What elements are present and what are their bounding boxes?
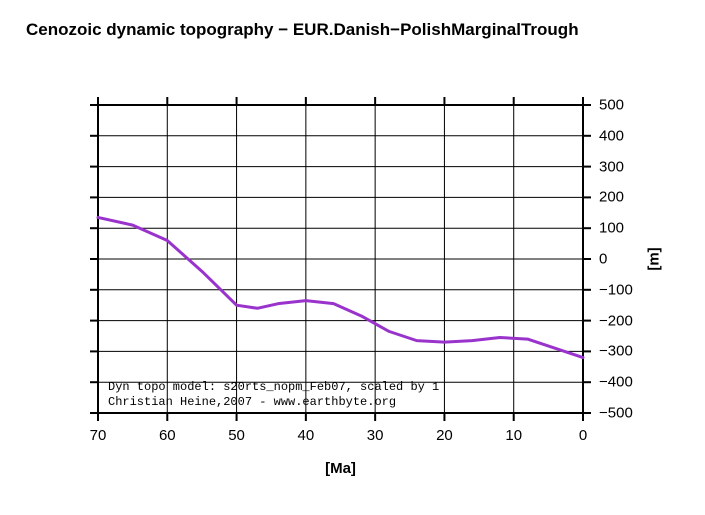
y-tick-label: 300 [599, 158, 624, 175]
plot-annotation: Christian Heine,2007 - www.earthbyte.org [108, 395, 396, 409]
x-tick-label: 0 [579, 427, 587, 444]
plot-annotation: Dyn topo model: s20rts_nopm_Feb07, scale… [108, 380, 439, 394]
y-tick-label: −200 [599, 312, 633, 329]
y-tick-label: 200 [599, 189, 624, 206]
y-tick-label: −300 [599, 343, 633, 360]
x-tick-label: 20 [436, 427, 453, 444]
x-tick-label: 10 [505, 427, 522, 444]
x-tick-label: 40 [298, 427, 315, 444]
y-tick-label: 400 [599, 127, 624, 144]
y-tick-label: 500 [599, 97, 624, 114]
y-axis-label: [m] [646, 247, 663, 270]
x-tick-label: 70 [90, 427, 107, 444]
x-tick-label: 50 [228, 427, 245, 444]
y-tick-label: −400 [599, 374, 633, 391]
y-tick-label: 0 [599, 251, 607, 268]
chart-container: { "title": "Cenozoic dynamic topography … [0, 0, 705, 515]
x-tick-label: 60 [159, 427, 176, 444]
x-tick-label: 30 [367, 427, 384, 444]
chart-title: Cenozoic dynamic topography − EUR.Danish… [26, 20, 579, 40]
y-tick-label: 100 [599, 220, 624, 237]
y-tick-label: −500 [599, 405, 633, 422]
x-axis-label: [Ma] [325, 460, 356, 477]
y-tick-label: −100 [599, 281, 633, 298]
